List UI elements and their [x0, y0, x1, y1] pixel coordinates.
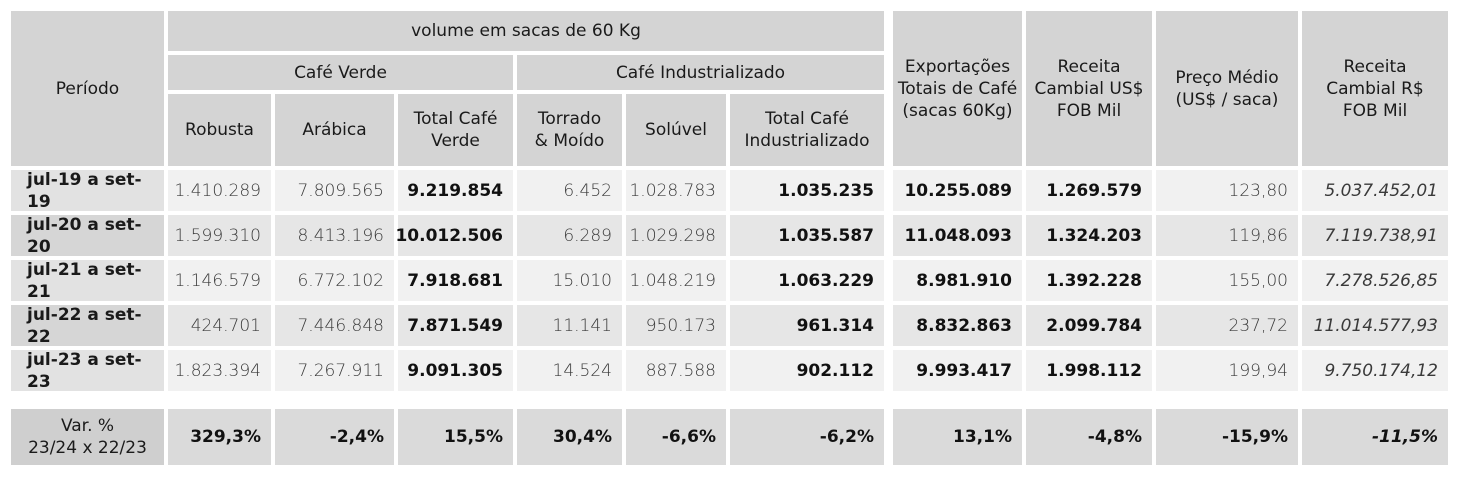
cell-soluvel: 887.588 — [626, 350, 726, 391]
cell-receita-brl: 5.037.452,01 — [1302, 170, 1448, 211]
variation-torrado: 30,4% — [517, 409, 622, 465]
cell-soluvel: 1.029.298 — [626, 215, 726, 256]
cell-exportacoes: 11.048.093 — [893, 215, 1022, 256]
header-periodo: Período — [11, 11, 164, 166]
cell-receita-usd: 1.998.112 — [1026, 350, 1152, 391]
header-cafe-verde: Café Verde — [168, 55, 513, 90]
row-period: jul-20 a set-20 — [11, 215, 164, 257]
cell-arabica: 7.809.565 — [275, 170, 394, 211]
cell-exportacoes: 8.981.910 — [893, 260, 1022, 301]
cell-receita-brl: 7.278.526,85 — [1302, 260, 1448, 301]
row-period: jul-21 a set-21 — [11, 260, 164, 302]
header-cafe-industrializado: Café Industrializado — [517, 55, 884, 90]
variation-total-verde: 15,5% — [398, 409, 513, 465]
row-period: jul-19 a set-19 — [11, 170, 164, 212]
variation-total-ind: -6,2% — [730, 409, 884, 465]
variation-label-line2: 23/24 x 22/23 — [28, 438, 147, 458]
cell-robusta: 1.823.394 — [168, 350, 271, 391]
cell-preco: 119,86 — [1156, 215, 1298, 256]
cell-total-verde: 7.918.681 — [398, 260, 513, 301]
row-period: jul-22 a set-22 — [11, 305, 164, 347]
cell-total-verde: 10.012.506 — [395, 215, 513, 256]
cell-arabica: 6.772.102 — [275, 260, 394, 301]
cell-torrado: 6.452 — [517, 170, 622, 211]
header-arabica: Arábica — [275, 94, 394, 166]
header-preco-medio: Preço Médio (US$ / saca) — [1156, 11, 1298, 166]
header-soluvel: Solúvel — [626, 94, 726, 166]
variation-label: Var. % 23/24 x 22/23 — [11, 409, 164, 465]
cell-total-ind: 1.035.587 — [730, 215, 884, 256]
cell-robusta: 424.701 — [168, 305, 271, 346]
cell-torrado: 15.010 — [517, 260, 622, 301]
variation-soluvel: -6,6% — [626, 409, 726, 465]
cell-total-ind: 1.063.229 — [730, 260, 884, 301]
variation-robusta: 329,3% — [168, 409, 271, 465]
cell-torrado: 6.289 — [517, 215, 622, 256]
variation-receita-brl: -11,5% — [1302, 409, 1448, 465]
cell-robusta: 1.599.310 — [168, 215, 271, 256]
cell-total-ind: 1.035.235 — [730, 170, 884, 211]
cell-total-ind: 961.314 — [730, 305, 884, 346]
cell-arabica: 7.267.911 — [275, 350, 394, 391]
cell-receita-usd: 1.324.203 — [1026, 215, 1152, 256]
cell-exportacoes: 8.832.863 — [893, 305, 1022, 346]
cell-receita-usd: 1.269.579 — [1026, 170, 1152, 211]
cell-soluvel: 950.173 — [626, 305, 726, 346]
cell-exportacoes: 9.993.417 — [893, 350, 1022, 391]
header-total-cafe-industrializado: Total Café Industrializado — [730, 94, 884, 166]
cell-preco: 123,80 — [1156, 170, 1298, 211]
cell-receita-brl: 9.750.174,12 — [1302, 350, 1448, 391]
cell-receita-brl: 11.014.577,93 — [1302, 305, 1448, 346]
variation-receita-usd: -4,8% — [1026, 409, 1152, 465]
header-volume: volume em sacas de 60 Kg — [168, 11, 884, 51]
cell-soluvel: 1.048.219 — [626, 260, 726, 301]
header-robusta: Robusta — [168, 94, 271, 166]
cell-total-ind: 902.112 — [730, 350, 884, 391]
variation-preco: -15,9% — [1156, 409, 1298, 465]
cell-arabica: 7.446.848 — [275, 305, 394, 346]
cell-receita-usd: 2.099.784 — [1026, 305, 1152, 346]
cell-exportacoes: 10.255.089 — [893, 170, 1022, 211]
cell-total-verde: 9.219.854 — [398, 170, 513, 211]
cell-torrado: 14.524 — [517, 350, 622, 391]
header-total-cafe-verde: Total Café Verde — [398, 94, 513, 166]
cell-preco: 199,94 — [1156, 350, 1298, 391]
header-exportacoes: Exportações Totais de Café (sacas 60Kg) — [893, 11, 1022, 166]
cell-arabica: 8.413.196 — [275, 215, 394, 256]
cell-torrado: 11.141 — [517, 305, 622, 346]
cell-soluvel: 1.028.783 — [626, 170, 726, 211]
variation-exportacoes: 13,1% — [893, 409, 1022, 465]
cell-preco: 237,72 — [1156, 305, 1298, 346]
cell-robusta: 1.410.289 — [168, 170, 271, 211]
cell-receita-brl: 7.119.738,91 — [1302, 215, 1448, 256]
variation-label-line1: Var. % — [60, 416, 115, 436]
cell-preco: 155,00 — [1156, 260, 1298, 301]
cell-robusta: 1.146.579 — [168, 260, 271, 301]
row-period: jul-23 a set-23 — [11, 350, 164, 392]
header-torrado-moido: Torrado & Moído — [517, 94, 622, 166]
cell-total-verde: 9.091.305 — [398, 350, 513, 391]
header-receita-usd: Receita Cambial US$ FOB Mil — [1026, 11, 1152, 166]
variation-arabica: -2,4% — [275, 409, 394, 465]
cell-total-verde: 7.871.549 — [398, 305, 513, 346]
cell-receita-usd: 1.392.228 — [1026, 260, 1152, 301]
header-receita-brl: Receita Cambial R$ FOB Mil — [1302, 11, 1448, 166]
